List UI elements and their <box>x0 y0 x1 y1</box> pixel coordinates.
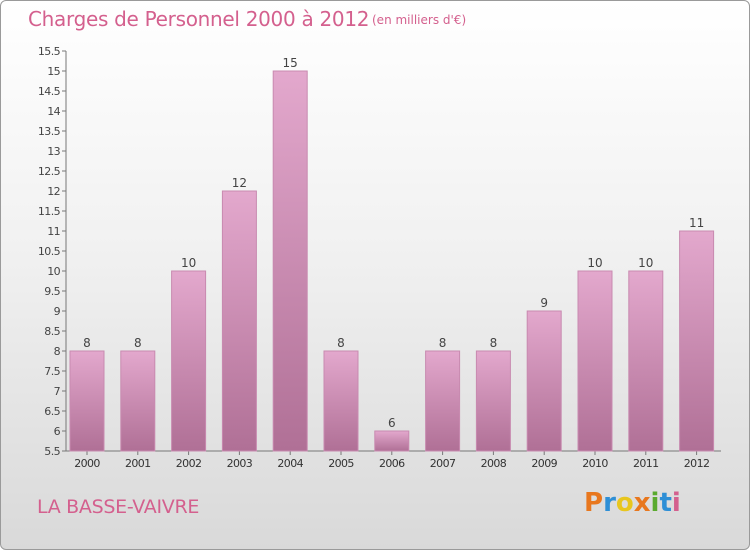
y-tick-label: 13.5 <box>38 125 61 138</box>
y-tick-label: 12 <box>47 185 60 198</box>
logo-letter: i <box>650 488 660 518</box>
y-tick-label: 8 <box>54 345 61 358</box>
chart-title: Charges de Personnel 2000 à 2012 <box>28 7 370 31</box>
bar <box>374 430 410 452</box>
y-tick-label: 11.5 <box>38 205 61 218</box>
y-tick-label: 6 <box>54 425 61 438</box>
logo-letter: r <box>603 488 616 518</box>
bar <box>272 70 308 452</box>
bar <box>120 350 156 452</box>
y-tick-label: 15 <box>47 65 60 78</box>
x-tick-label: 2009 <box>531 457 557 470</box>
x-tick-label: 2007 <box>430 457 456 470</box>
logo-letter: i <box>671 488 681 518</box>
data-label: 6 <box>388 416 396 430</box>
x-tick-label: 2010 <box>582 457 608 470</box>
x-tick-label: 2008 <box>481 457 507 470</box>
data-label: 15 <box>283 56 298 70</box>
data-label: 10 <box>181 256 196 270</box>
bar <box>171 270 207 452</box>
bars <box>69 70 715 452</box>
bar <box>679 230 715 452</box>
proxiti-logo[interactable]: Proxiti <box>584 488 681 518</box>
data-label: 8 <box>490 336 498 350</box>
y-tick-label: 6.5 <box>44 405 60 418</box>
x-tick-label: 2005 <box>328 457 354 470</box>
y-tick-label: 8.5 <box>44 325 60 338</box>
y-tick-label: 10 <box>47 265 60 278</box>
x-tick-label: 2000 <box>74 457 100 470</box>
bar <box>69 350 105 452</box>
data-label: 9 <box>540 296 548 310</box>
y-tick-label: 13 <box>47 145 60 158</box>
x-tick-label: 2011 <box>633 457 659 470</box>
bar <box>425 350 461 452</box>
bar <box>577 270 613 452</box>
y-tick-label: 7.5 <box>44 365 60 378</box>
data-label: 8 <box>83 336 91 350</box>
y-tick-label: 11 <box>47 225 60 238</box>
x-tick-label: 2003 <box>227 457 253 470</box>
y-tick-label: 10.5 <box>38 245 61 258</box>
x-tick-label: 2012 <box>684 457 710 470</box>
data-label: 10 <box>587 256 602 270</box>
data-label: 8 <box>439 336 447 350</box>
x-tick-label: 2001 <box>125 457 151 470</box>
y-tick-label: 14 <box>47 105 60 118</box>
chart-subtitle: (en milliers d'€) <box>372 13 467 27</box>
x-tick-label: 2006 <box>379 457 405 470</box>
bar <box>526 310 562 452</box>
town-name: LA BASSE-VAIVRE <box>37 496 200 518</box>
y-tick-label: 14.5 <box>38 85 61 98</box>
logo-letter: x <box>633 488 651 518</box>
data-label: 12 <box>232 176 247 190</box>
data-labels: 8 8 10 12 15 8 6 8 8 9 10 10 11 <box>83 56 704 430</box>
y-tick-label: 7 <box>54 385 61 398</box>
x-tick-label: 2004 <box>277 457 303 470</box>
y-tick-label: 5.5 <box>44 445 60 458</box>
axes: 5.5 6 6.5 7 7.5 8 8.5 9 9.5 10 10.5 11 11.5 12 12.5 13 1… <box>38 45 721 470</box>
logo-letter: t <box>659 488 672 518</box>
data-label: 10 <box>638 256 653 270</box>
bar <box>221 190 257 452</box>
y-tick-label: 15.5 <box>38 45 61 58</box>
x-tick-label: 2002 <box>176 457 202 470</box>
y-tick-label: 12.5 <box>38 165 61 178</box>
bar <box>475 350 511 452</box>
data-label: 8 <box>134 336 142 350</box>
bar <box>628 270 664 452</box>
data-label: 8 <box>337 336 345 350</box>
logo-letter: P <box>584 488 604 518</box>
y-tick-label: 9.5 <box>44 285 60 298</box>
bar <box>323 350 359 452</box>
logo-letter: o <box>615 488 634 518</box>
data-label: 11 <box>689 216 704 230</box>
y-tick-label: 9 <box>54 305 61 318</box>
